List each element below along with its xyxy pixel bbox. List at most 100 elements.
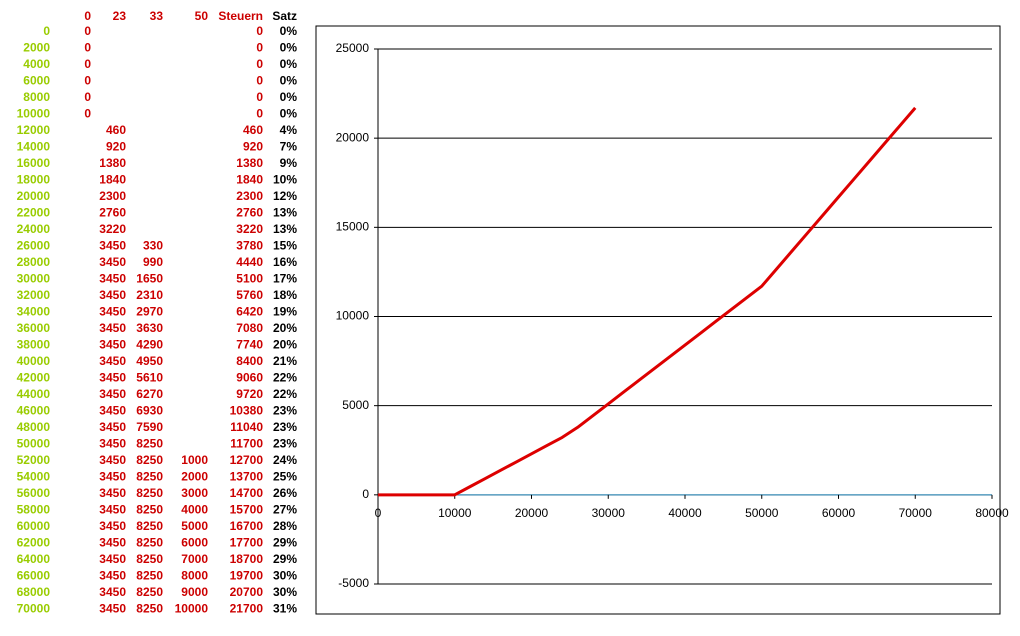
table-cell: 21% <box>273 354 297 368</box>
y-tick-label: -5000 <box>338 576 369 590</box>
table-cell: 9000 <box>181 585 208 599</box>
table-cell: 0 <box>256 41 263 55</box>
x-tick-label: 80000 <box>975 506 1009 520</box>
income-cell: 64000 <box>17 552 51 566</box>
table-cell: 4% <box>280 123 298 137</box>
table-cell: 30% <box>273 568 297 582</box>
income-cell: 44000 <box>17 387 51 401</box>
chart-frame <box>315 25 1001 615</box>
income-cell: 4000 <box>23 57 50 71</box>
table-cell: 0 <box>256 24 263 38</box>
table-cell: 3450 <box>99 436 126 450</box>
table-cell: 2760 <box>99 206 126 220</box>
income-cell: 48000 <box>17 420 51 434</box>
income-cell: 66000 <box>17 568 51 582</box>
table-cell: 0 <box>84 24 91 38</box>
table-cell: 4950 <box>136 354 163 368</box>
table-cell: 13% <box>273 222 297 236</box>
income-cell: 58000 <box>17 502 51 516</box>
table-cell: 3450 <box>99 601 126 615</box>
table-cell: 24% <box>273 453 297 467</box>
table-cell: 29% <box>273 552 297 566</box>
table-cell: 19700 <box>230 568 264 582</box>
x-tick-label: 10000 <box>438 506 472 520</box>
y-tick-label: 20000 <box>336 130 370 144</box>
x-tick-label: 50000 <box>745 506 779 520</box>
table-cell: 7740 <box>236 337 263 351</box>
income-cell: 14000 <box>17 140 51 154</box>
table-cell: 3450 <box>99 239 126 253</box>
table-cell: 3450 <box>99 337 126 351</box>
income-cell: 70000 <box>17 601 51 615</box>
table-cell: 6270 <box>136 387 163 401</box>
income-cell: 68000 <box>17 585 51 599</box>
y-tick-label: 0 <box>362 487 369 501</box>
table-cell: 8250 <box>136 469 163 483</box>
income-cell: 8000 <box>23 90 50 104</box>
income-cell: 34000 <box>17 305 51 319</box>
table-cell: 3220 <box>99 222 126 236</box>
table-cell: 5100 <box>236 272 263 286</box>
income-cell: 0 <box>43 24 50 38</box>
column-header: Steuern <box>218 9 263 23</box>
y-tick-label: 10000 <box>336 309 370 323</box>
table-cell: 12% <box>273 189 297 203</box>
table-cell: 8250 <box>136 486 163 500</box>
table-cell: 9720 <box>236 387 263 401</box>
table-cell: 4290 <box>136 337 163 351</box>
income-cell: 12000 <box>17 123 51 137</box>
income-cell: 2000 <box>23 41 50 55</box>
table-cell: 20% <box>273 321 297 335</box>
income-cell: 26000 <box>17 239 51 253</box>
table-cell: 3450 <box>99 502 126 516</box>
income-cell: 40000 <box>17 354 51 368</box>
table-cell: 3450 <box>99 255 126 269</box>
table-cell: 330 <box>143 239 163 253</box>
table-cell: 11700 <box>230 436 263 450</box>
table-cell: 7000 <box>181 552 208 566</box>
table-cell: 31% <box>273 601 297 615</box>
table-cell: 3000 <box>181 486 208 500</box>
table-cell: 3450 <box>99 321 126 335</box>
table-cell: 2760 <box>236 206 263 220</box>
income-cell: 20000 <box>17 189 51 203</box>
column-header: 33 <box>150 9 164 23</box>
income-cell: 24000 <box>17 222 51 236</box>
income-cell: 36000 <box>17 321 51 335</box>
table-cell: 0% <box>280 107 298 121</box>
table-cell: 3450 <box>99 552 126 566</box>
table-cell: 5610 <box>136 370 163 384</box>
table-cell: 0 <box>84 107 91 121</box>
table-cell: 3450 <box>99 288 126 302</box>
income-cell: 18000 <box>17 173 51 187</box>
table-cell: 18700 <box>230 552 264 566</box>
income-cell: 22000 <box>17 206 51 220</box>
table-cell: 2970 <box>136 305 163 319</box>
table-cell: 8250 <box>136 568 163 582</box>
table-cell: 8000 <box>181 568 208 582</box>
table-cell: 23% <box>273 403 297 417</box>
table-cell: 3450 <box>99 453 126 467</box>
table-cell: 16700 <box>230 519 264 533</box>
table-cell: 0 <box>84 90 91 104</box>
table-cell: 12700 <box>230 453 264 467</box>
table-cell: 8250 <box>136 519 163 533</box>
table-cell: 0% <box>280 90 298 104</box>
table-cell: 9% <box>280 156 298 170</box>
y-tick-label: 5000 <box>342 398 369 412</box>
table-cell: 10000 <box>175 601 209 615</box>
table-cell: 3450 <box>99 387 126 401</box>
table-cell: 460 <box>106 123 126 137</box>
table-cell: 0% <box>280 24 298 38</box>
table-cell: 2310 <box>136 288 163 302</box>
table-cell: 5760 <box>236 288 263 302</box>
table-cell: 19% <box>273 305 297 319</box>
table-cell: 2300 <box>99 189 126 203</box>
table-cell: 4000 <box>181 502 208 516</box>
table-cell: 0 <box>256 74 263 88</box>
table-cell: 22% <box>273 387 297 401</box>
income-cell: 38000 <box>17 337 51 351</box>
income-cell: 32000 <box>17 288 51 302</box>
table-cell: 3450 <box>99 486 126 500</box>
